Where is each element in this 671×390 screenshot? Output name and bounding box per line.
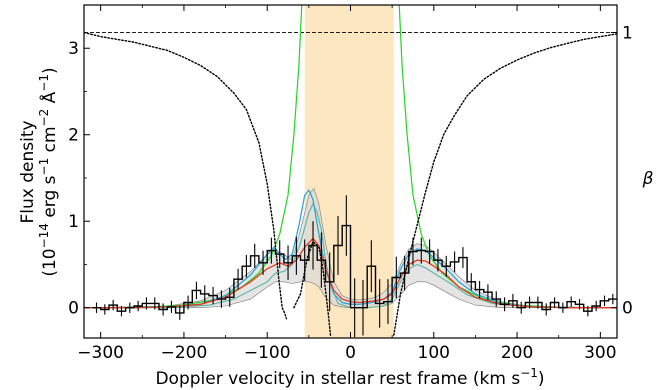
observed-flux-steps [92,224,617,314]
x-tick-label: −300 [77,343,124,363]
beta-curve-left [84,31,288,320]
x-tick-label: 0 [345,343,356,363]
axes: −300 −200 −100 0 100 200 300 0 1 2 3 0 1 [68,5,633,363]
y-tick-label: 0 [68,299,79,319]
y-axis-title-line1: Flux density [18,120,38,223]
y-tick-label: 1 [68,212,79,232]
x-tick-label: 200 [501,343,533,363]
beta-curve-mid [293,240,332,336]
x-tick-label: −100 [244,343,291,363]
y-tick-label: 3 [68,39,79,59]
beta-curve-right [393,33,617,336]
plot-area [84,5,617,338]
shaded-velocity-band [304,5,394,338]
y2-tick-label: 1 [622,24,633,44]
x-axis-title: Doppler velocity in stellar rest frame (… [155,366,544,389]
y-axis-title-line2: (10−14 erg s−1 cm−2 Å−1) [37,67,60,276]
y2-tick-label: 0 [622,299,633,319]
x-tick-label: 300 [584,343,616,363]
x-tick-label: 100 [418,343,450,363]
y2-axis-title: β [642,169,654,189]
y-tick-label: 2 [68,126,79,146]
x-tick-label: −200 [161,343,208,363]
model-uncertainty-band [84,187,617,308]
